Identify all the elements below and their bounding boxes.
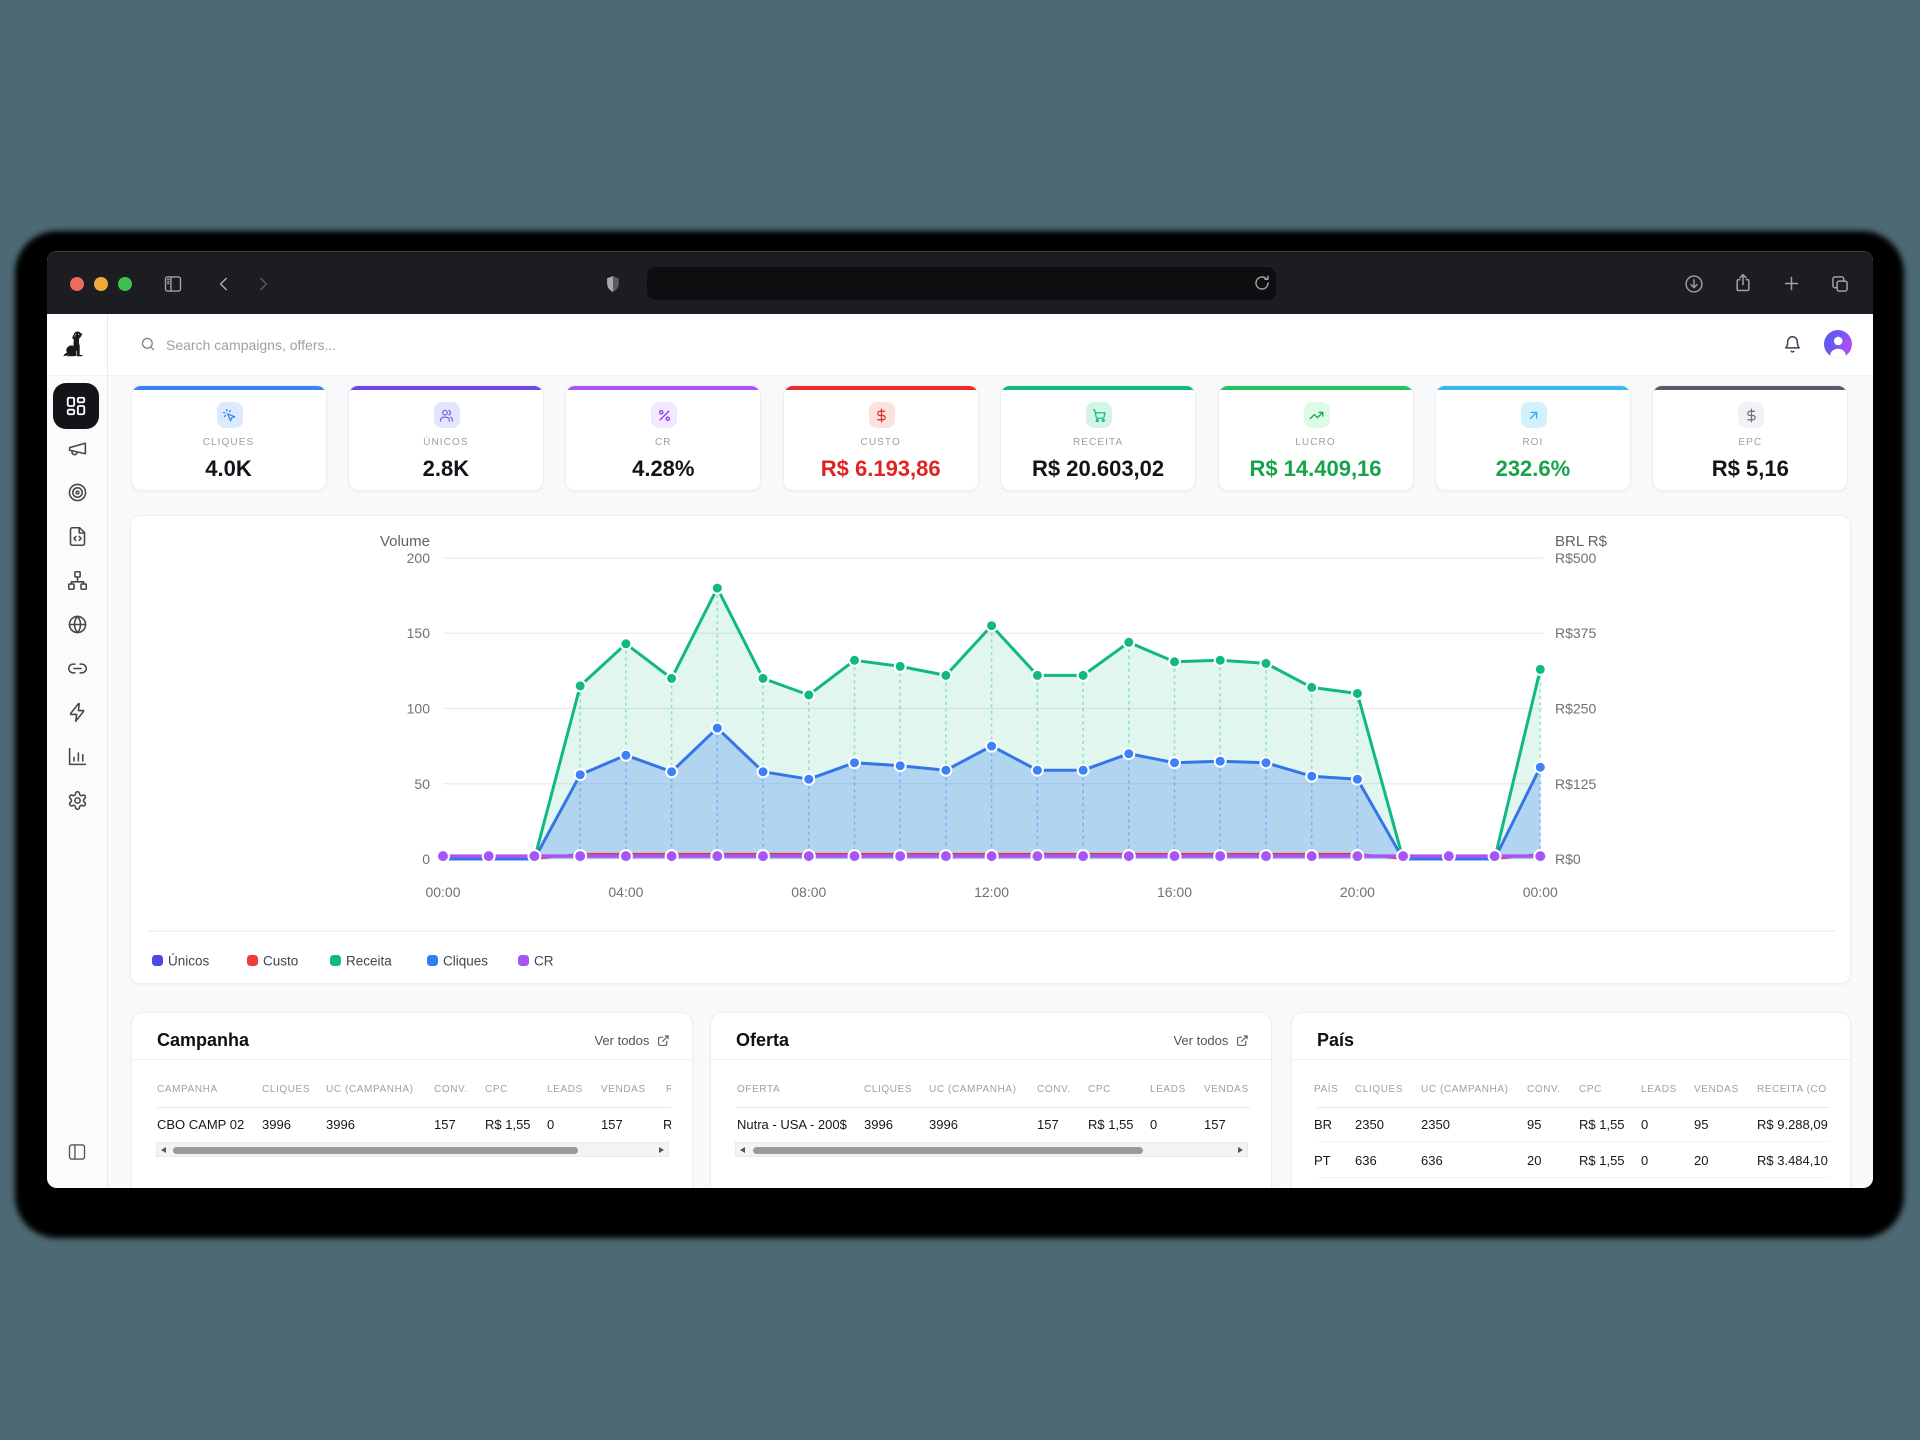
svg-text:Receita: Receita [346, 954, 392, 969]
svg-text:20:00: 20:00 [1340, 884, 1375, 900]
svg-text:00:00: 00:00 [1523, 884, 1558, 900]
svg-text:Cliques: Cliques [443, 954, 488, 969]
svg-text:08:00: 08:00 [791, 884, 826, 900]
svg-text:16:00: 16:00 [1157, 884, 1192, 900]
svg-text:00:00: 00:00 [425, 884, 460, 900]
svg-text:BRL R$: BRL R$ [1555, 533, 1608, 550]
svg-text:R$375: R$375 [1555, 625, 1596, 641]
svg-text:04:00: 04:00 [608, 884, 643, 900]
svg-text:12:00: 12:00 [974, 884, 1009, 900]
svg-text:0: 0 [422, 851, 430, 867]
svg-text:R$0: R$0 [1555, 851, 1581, 867]
svg-text:R$250: R$250 [1555, 701, 1596, 717]
svg-text:100: 100 [407, 701, 431, 717]
svg-text:Únicos: Únicos [168, 954, 210, 969]
svg-text:R$500: R$500 [1555, 550, 1596, 566]
svg-text:50: 50 [414, 776, 430, 792]
svg-text:CR: CR [534, 954, 554, 969]
svg-text:200: 200 [407, 550, 431, 566]
svg-text:Volume: Volume [380, 533, 430, 550]
svg-text:Custo: Custo [263, 954, 298, 969]
svg-text:150: 150 [407, 625, 431, 641]
svg-text:R$125: R$125 [1555, 776, 1596, 792]
